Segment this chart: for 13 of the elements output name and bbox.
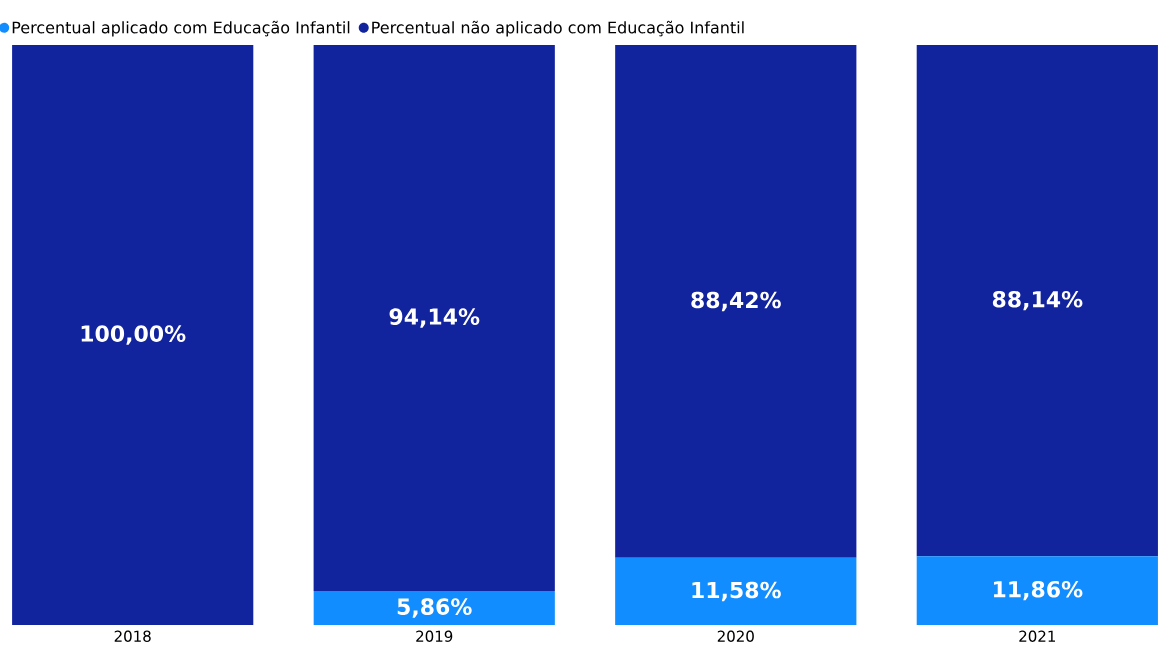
data-label: 5,86% — [397, 598, 472, 618]
data-label: 94,14% — [389, 308, 480, 328]
data-label: 100,00% — [81, 325, 186, 345]
x-tick-label: 2019 — [416, 630, 453, 642]
x-tick-label: 2018 — [114, 630, 151, 642]
x-tick-label: 2020 — [717, 630, 754, 642]
legend-label: Percentual aplicado com Educação Infantil — [12, 20, 350, 37]
legend-label: Percentual não aplicado com Educação Infantil — [372, 20, 744, 37]
data-label: 11,58% — [692, 581, 781, 602]
data-label: 88,14% — [992, 290, 1083, 311]
x-tick-label: 2021 — [1019, 630, 1056, 642]
data-label: 88,42% — [691, 291, 781, 312]
data-label: 11,86% — [993, 580, 1083, 601]
